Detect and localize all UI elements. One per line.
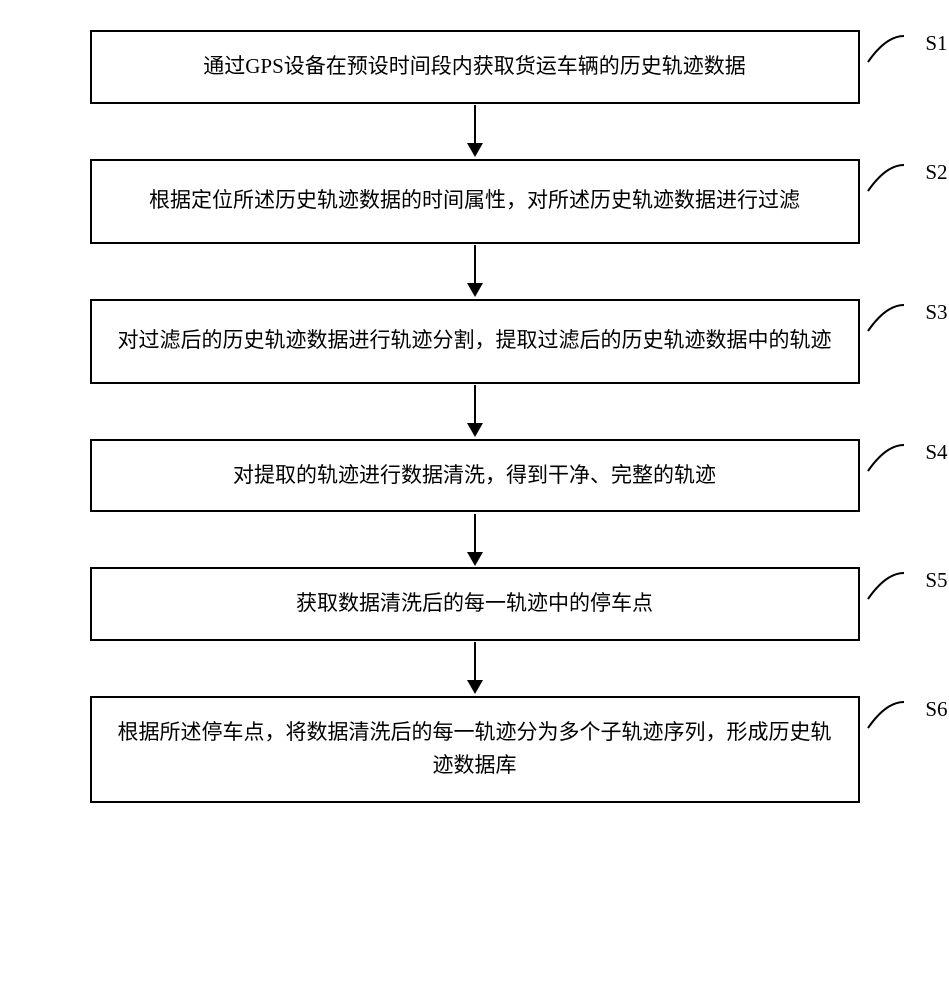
arrow-head-icon bbox=[467, 680, 483, 694]
step-label: S4 bbox=[925, 436, 947, 470]
label-curve-icon bbox=[866, 700, 906, 730]
label-curve-icon bbox=[866, 571, 906, 601]
label-curve-icon bbox=[866, 163, 906, 193]
step-s5: S5 获取数据清洗后的每一轨迹中的停车点 bbox=[90, 567, 860, 641]
step-label: S2 bbox=[925, 156, 947, 190]
step-text: 根据所述停车点，将数据清洗后的每一轨迹分为多个子轨迹序列，形成历史轨迹数据库 bbox=[112, 716, 838, 783]
flowchart-container: S1 通过GPS设备在预设时间段内获取货运车辆的历史轨迹数据 S2 根据定位所述… bbox=[0, 30, 949, 803]
arrow-line bbox=[474, 385, 476, 423]
label-curve-icon bbox=[866, 34, 906, 64]
step-text: 对提取的轨迹进行数据清洗，得到干净、完整的轨迹 bbox=[233, 459, 716, 493]
step-text: 对过滤后的历史轨迹数据进行轨迹分割，提取过滤后的历史轨迹数据中的轨迹 bbox=[118, 324, 832, 358]
step-label: S5 bbox=[925, 564, 947, 598]
arrow-head-icon bbox=[467, 423, 483, 437]
arrow-head-icon bbox=[467, 143, 483, 157]
arrow-line bbox=[474, 245, 476, 283]
arrow bbox=[467, 104, 483, 159]
arrow bbox=[467, 244, 483, 299]
step-label: S3 bbox=[925, 296, 947, 330]
step-s6: S6 根据所述停车点，将数据清洗后的每一轨迹分为多个子轨迹序列，形成历史轨迹数据… bbox=[90, 696, 860, 803]
label-curve-icon bbox=[866, 303, 906, 333]
step-s3: S3 对过滤后的历史轨迹数据进行轨迹分割，提取过滤后的历史轨迹数据中的轨迹 bbox=[90, 299, 860, 384]
step-label: S6 bbox=[925, 693, 947, 727]
step-label: S1 bbox=[925, 27, 947, 61]
step-s2: S2 根据定位所述历史轨迹数据的时间属性，对所述历史轨迹数据进行过滤 bbox=[90, 159, 860, 244]
label-curve-icon bbox=[866, 443, 906, 473]
arrow-line bbox=[474, 105, 476, 143]
arrow-line bbox=[474, 514, 476, 552]
step-s4: S4 对提取的轨迹进行数据清洗，得到干净、完整的轨迹 bbox=[90, 439, 860, 513]
arrow-head-icon bbox=[467, 552, 483, 566]
step-text: 根据定位所述历史轨迹数据的时间属性，对所述历史轨迹数据进行过滤 bbox=[149, 184, 800, 218]
step-s1: S1 通过GPS设备在预设时间段内获取货运车辆的历史轨迹数据 bbox=[90, 30, 860, 104]
step-text: 获取数据清洗后的每一轨迹中的停车点 bbox=[296, 587, 653, 621]
arrow bbox=[467, 384, 483, 439]
arrow-head-icon bbox=[467, 283, 483, 297]
arrow bbox=[467, 641, 483, 696]
step-text: 通过GPS设备在预设时间段内获取货运车辆的历史轨迹数据 bbox=[203, 50, 746, 84]
arrow bbox=[467, 512, 483, 567]
arrow-line bbox=[474, 642, 476, 680]
